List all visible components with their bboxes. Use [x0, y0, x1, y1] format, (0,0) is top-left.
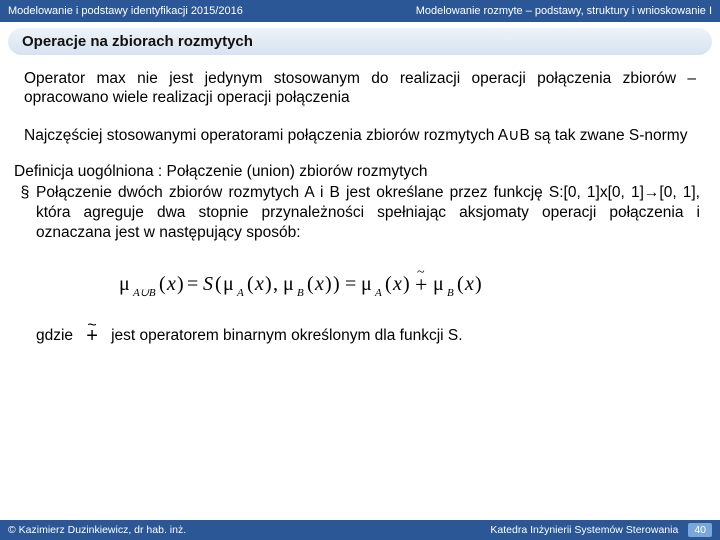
svg-text:μ: μ [433, 273, 444, 295]
svg-text:,: , [273, 273, 278, 295]
svg-text:μ: μ [283, 273, 294, 295]
svg-text:): ) [177, 273, 184, 295]
content: Operator max nie jest jedynym stosowanym… [0, 55, 720, 145]
svg-text:): ) [403, 273, 410, 295]
footer-dept: Katedra Inżynierii Systemów Sterowania [490, 524, 678, 536]
formula-svg: μ A∪B ( x ) = S ( μ A ( x ) , μ B ( x ) … [117, 262, 597, 306]
svg-text:(: ( [307, 273, 314, 295]
gdzie-row: gdzie ~+ jest operatorem binarnym określ… [14, 325, 700, 347]
svg-text:μ: μ [223, 273, 234, 295]
svg-text:x: x [166, 273, 176, 295]
svg-text:B: B [297, 287, 304, 299]
paragraph-2: Najczęściej stosowanymi operatorami połą… [24, 126, 696, 145]
svg-text:x: x [254, 273, 264, 295]
svg-text:A: A [374, 287, 382, 299]
svg-text:): ) [325, 273, 332, 295]
svg-text:μ: μ [361, 273, 372, 295]
svg-text:(: ( [247, 273, 254, 295]
tilde-plus-icon: ~+ [83, 325, 101, 347]
svg-text:x: x [314, 273, 324, 295]
svg-text:(: ( [457, 273, 464, 295]
formula: μ A∪B ( x ) = S ( μ A ( x ) , μ B ( x ) … [14, 262, 700, 311]
svg-text:): ) [265, 273, 272, 295]
svg-text:x: x [392, 273, 402, 295]
svg-text:S: S [203, 273, 213, 295]
gdzie-label: gdzie [36, 327, 73, 345]
svg-text:μ: μ [119, 273, 130, 295]
footer-bar: © Kazimierz Duzinkiewicz, dr hab. inż. K… [0, 520, 720, 540]
header-right: Modelowanie rozmyte – podstawy, struktur… [416, 5, 712, 17]
svg-text:A: A [236, 287, 244, 299]
bullet-symbol: § [14, 183, 36, 204]
header-bar: Modelowanie i podstawy identyfikacji 201… [0, 0, 720, 22]
bullet-text: Połączenie dwóch zbiorów rozmytych A i B… [36, 183, 700, 243]
svg-text:(: ( [385, 273, 392, 295]
svg-text:(: ( [159, 273, 166, 295]
svg-text:=: = [345, 273, 356, 295]
footer-right: Katedra Inżynierii Systemów Sterowania 4… [490, 523, 712, 537]
svg-text:=: = [187, 273, 198, 295]
svg-text:B: B [447, 287, 454, 299]
definition-block: Definicja uogólniona : Połączenie (union… [0, 163, 720, 346]
svg-text:A∪B: A∪B [132, 287, 156, 299]
gdzie-rest: jest operatorem binarnym określonym dla … [111, 327, 462, 345]
svg-text:(: ( [215, 273, 222, 295]
footer-left: © Kazimierz Duzinkiewicz, dr hab. inż. [8, 524, 490, 536]
bullet-row: § Połączenie dwóch zbiorów rozmytych A i… [14, 183, 700, 243]
svg-text:): ) [333, 273, 340, 295]
paragraph-1: Operator max nie jest jedynym stosowanym… [24, 69, 696, 108]
svg-text:): ) [475, 273, 482, 295]
svg-text:+: + [415, 272, 427, 297]
svg-text:x: x [464, 273, 474, 295]
header-left: Modelowanie i podstawy identyfikacji 201… [8, 5, 416, 17]
page-number: 40 [688, 523, 712, 537]
definition-head: Definicja uogólniona : Połączenie (union… [14, 163, 700, 181]
section-title: Operacje na zbiorach rozmytych [8, 28, 712, 55]
